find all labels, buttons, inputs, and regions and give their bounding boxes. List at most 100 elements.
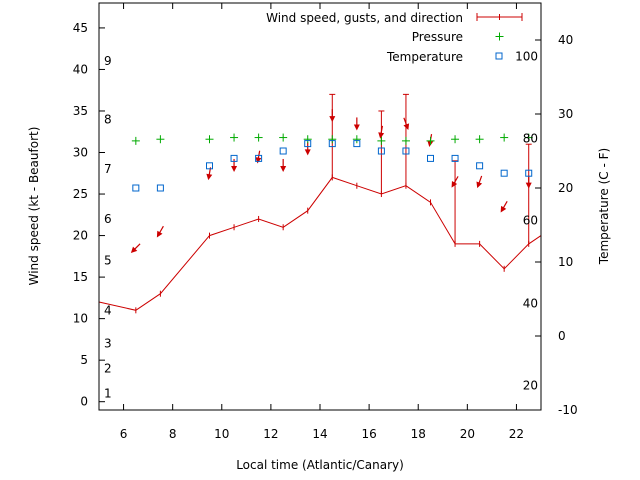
- y2-tick-label: 40: [558, 33, 573, 47]
- wind-direction-arrow: [378, 125, 385, 139]
- y-axis-label: Wind speed (kt - Beaufort): [27, 127, 41, 286]
- pressure-point: [254, 133, 263, 142]
- x-tick-label: 20: [460, 427, 475, 441]
- y-tick-label: 30: [73, 146, 88, 160]
- pressure-point: [328, 135, 337, 144]
- y2-tick-label: 10: [558, 255, 573, 269]
- wind-direction-arrow-head: [476, 181, 483, 189]
- temperature-point: [402, 147, 410, 155]
- wind-direction-arrow: [231, 158, 238, 172]
- wind-direction-arrow: [280, 158, 287, 172]
- beaufort-label: 3: [104, 337, 112, 351]
- pressure-point: [156, 135, 165, 144]
- y2-tick-label: -10: [558, 403, 578, 417]
- y-tick-label: 45: [73, 21, 88, 35]
- pressure-point: [451, 135, 460, 144]
- legend-label-temperature: Temperature: [386, 50, 463, 64]
- temperature-point: [255, 154, 263, 162]
- temperature-point: [377, 147, 385, 155]
- wind-direction-arrow: [304, 142, 311, 156]
- temperature-point: [427, 154, 434, 162]
- temperature-point: [451, 154, 459, 162]
- wind-direction-arrow: [525, 175, 532, 189]
- wind-direction-arrow-head: [304, 149, 311, 156]
- beaufort-label: 7: [104, 162, 112, 176]
- wind-direction-arrow: [403, 117, 410, 131]
- beaufort-label: 8: [104, 112, 112, 126]
- wind-direction-arrow-head: [403, 123, 410, 131]
- x-tick-label: 12: [263, 427, 278, 441]
- y-tick-label: 5: [80, 353, 88, 367]
- y2-axis-label: Temperature (C - F): [597, 148, 611, 265]
- pressure-point: [426, 136, 435, 145]
- pressure-point: [500, 133, 509, 142]
- temperature-point: [304, 140, 312, 148]
- temperature-point: [525, 169, 533, 177]
- pressure-point: [303, 135, 312, 144]
- temperature-point: [353, 140, 361, 148]
- wind-direction-arrow-head: [231, 165, 238, 172]
- y2-tick-label: 30: [558, 107, 573, 121]
- wind-direction-arrow-head: [427, 140, 434, 147]
- wind-direction-arrow: [500, 201, 508, 213]
- beaufort-label: 9: [104, 54, 112, 68]
- y-tick-label: 0: [80, 395, 88, 409]
- legend-sample-pressure: [495, 32, 504, 41]
- x-tick-label: 14: [312, 427, 327, 441]
- pressure-point: [377, 136, 386, 145]
- x-tick-label: 18: [411, 427, 426, 441]
- legend-label-wind: Wind speed, gusts, and direction: [266, 11, 463, 25]
- temperature-point: [279, 147, 287, 155]
- temperature-point: [206, 162, 213, 170]
- wind-direction-arrow-head: [255, 157, 262, 164]
- temperature-point: [230, 154, 238, 162]
- wind-speed-line: [98, 176, 542, 311]
- pressure-point: [524, 133, 533, 142]
- y-tick-label: 15: [73, 270, 88, 284]
- legend: Wind speed, gusts, and direction Pressur…: [266, 11, 523, 64]
- temperature-point: [500, 169, 508, 177]
- legend-label-pressure: Pressure: [412, 30, 463, 44]
- beaufort-label: 6: [104, 212, 112, 226]
- wind-direction-arrow: [353, 117, 360, 131]
- pressure-point: [205, 135, 214, 144]
- y-tick-label: 20: [73, 229, 88, 243]
- wind-direction-arrow-head: [353, 124, 360, 131]
- pressure-point: [352, 135, 361, 144]
- beaufort-label: 5: [104, 253, 112, 267]
- wind-direction-arrow-head: [525, 182, 532, 189]
- beaufort-label: 2: [104, 361, 112, 375]
- wind-direction-arrow-head: [206, 173, 213, 181]
- y-tick-label: 35: [73, 104, 88, 118]
- pressure-point: [279, 133, 288, 142]
- plot-frame: [98, 2, 542, 411]
- temperature-point: [476, 162, 484, 170]
- wind-direction-arrow: [329, 109, 336, 123]
- wind-direction-arrow: [476, 175, 483, 189]
- fahrenheit-label: 80: [523, 131, 538, 145]
- fahrenheit-label: 100: [515, 49, 538, 63]
- wind-direction-arrow-head: [329, 116, 336, 123]
- pressure-point: [230, 133, 239, 142]
- y-tick-label: 25: [73, 187, 88, 201]
- x-tick-label: 6: [120, 427, 128, 441]
- y-tick-label: 40: [73, 62, 88, 76]
- pressure-point: [401, 136, 410, 145]
- wind-direction-arrow: [255, 150, 262, 164]
- wind-direction-arrow: [156, 225, 164, 238]
- wind-direction-arrow: [451, 176, 459, 188]
- wind-direction-arrow-head: [156, 230, 163, 238]
- y-tick-label: 10: [73, 312, 88, 326]
- x-tick-label: 22: [509, 427, 524, 441]
- y2-tick-label: 20: [558, 181, 573, 195]
- beaufort-label: 4: [104, 303, 112, 317]
- wind-direction-arrow: [130, 243, 141, 253]
- x-tick-label: 10: [214, 427, 229, 441]
- x-tick-label: 16: [361, 427, 376, 441]
- temperature-point: [132, 184, 140, 192]
- wind-direction-arrow-head: [280, 165, 287, 172]
- fahrenheit-label: 20: [523, 379, 538, 393]
- temperature-point: [156, 184, 164, 192]
- legend-sample-temperature: [495, 52, 503, 60]
